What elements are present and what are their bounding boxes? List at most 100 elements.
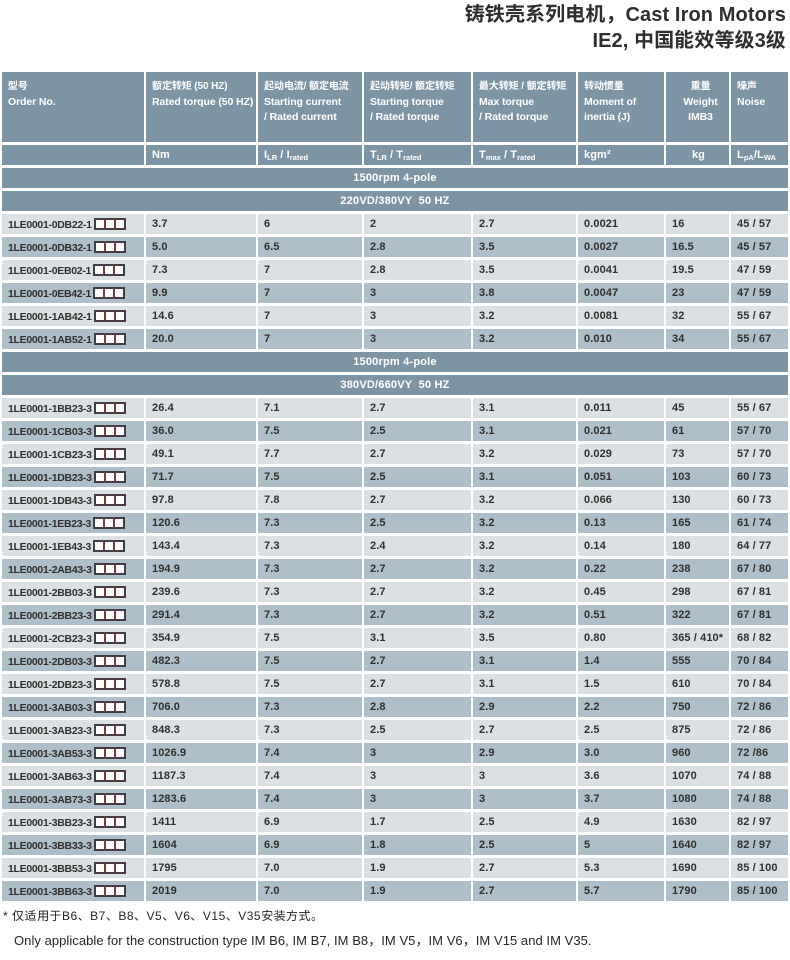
order-no: 1LE0001-3BB23-3 xyxy=(8,816,92,829)
header-row: 型号 Order No. 额定转矩 (50 HZ) Rated torque (50 … xyxy=(2,72,788,142)
data-cell: 6.9 xyxy=(258,812,362,832)
order-placeholder-box xyxy=(113,700,126,713)
table-row: 1LE0001-3BB63-3 2019 7.0 1.9 2.7 5.7 1790 85 / … xyxy=(2,881,788,901)
data-cell: 3 xyxy=(364,283,471,303)
table-row: 1LE0001-1AB42-1 14.6 7 3 3.2 0.0081 32 55 / 67 xyxy=(2,306,788,326)
data-cell: 1790 xyxy=(666,881,729,901)
order-no-cell: 1LE0001-1AB52-1 xyxy=(2,329,144,349)
data-cell: 3 xyxy=(364,789,471,809)
unit-cell-8: LpA/LWA xyxy=(731,145,788,165)
table-row: 1LE0001-1DB23-3 71.7 7.5 2.5 3.1 0.051 103 60 /… xyxy=(2,467,788,487)
table-row: 1LE0001-2CB23-3 354.9 7.5 3.1 3.5 0.80 365 / 4… xyxy=(2,628,788,648)
data-cell: 960 xyxy=(666,743,729,763)
data-cell: 194.9 xyxy=(146,559,256,579)
motor-data-table: 型号 Order No. 额定转矩 (50 HZ) Rated torque (50 … xyxy=(0,69,790,904)
data-cell: 0.051 xyxy=(578,467,664,487)
data-cell: 49.1 xyxy=(146,444,256,464)
data-cell: 7.4 xyxy=(258,789,362,809)
order-placeholder-box xyxy=(113,447,126,460)
order-no: 1LE0001-3AB03-3 xyxy=(8,701,92,714)
order-placeholder-box xyxy=(113,884,126,897)
data-cell: 1070 xyxy=(666,766,729,786)
data-cell: 72 / 86 xyxy=(731,697,788,717)
data-cell: 3.0 xyxy=(578,743,664,763)
data-cell: 32 xyxy=(666,306,729,326)
data-cell: 2 xyxy=(364,214,471,234)
data-cell: 3 xyxy=(364,743,471,763)
data-cell: 7.3 xyxy=(146,260,256,280)
order-no: 1LE0001-2BB03-3 xyxy=(8,586,92,599)
data-cell: 0.0041 xyxy=(578,260,664,280)
table-row: 1LE0001-3AB63-3 1187.3 7.4 3 3 3.6 1070 74 / 88 xyxy=(2,766,788,786)
order-placeholder-box xyxy=(113,424,126,437)
data-cell: 3.1 xyxy=(364,628,471,648)
data-cell: 2.7 xyxy=(364,559,471,579)
data-cell: 1795 xyxy=(146,858,256,878)
data-cell: 0.22 xyxy=(578,559,664,579)
data-cell: 5.3 xyxy=(578,858,664,878)
data-cell: 2.2 xyxy=(578,697,664,717)
data-cell: 706.0 xyxy=(146,697,256,717)
data-cell: 3.2 xyxy=(473,306,576,326)
data-cell: 7.3 xyxy=(258,582,362,602)
data-cell: 7.0 xyxy=(258,881,362,901)
data-cell: 7 xyxy=(258,260,362,280)
unit-cell-4: TLR / Trated xyxy=(364,145,471,165)
table-row: 1LE0001-3AB53-3 1026.9 7.4 3 2.9 3.0 960 72 /86 xyxy=(2,743,788,763)
column-header-7: 重量 Weight IMB3 xyxy=(666,72,729,142)
order-placeholder-box xyxy=(113,240,126,253)
voltage-band-2: 380VD/660VY 50 HZ xyxy=(2,375,788,395)
order-no-cell: 1LE0001-1CB23-3 xyxy=(2,444,144,464)
data-cell: 3.5 xyxy=(473,628,576,648)
data-cell: 2.7 xyxy=(364,651,471,671)
data-cell: 72 / 86 xyxy=(731,720,788,740)
speed-band-1-label: 1500rpm 4-pole xyxy=(2,168,788,188)
data-cell: 7.1 xyxy=(258,398,362,418)
order-placeholder-box xyxy=(113,562,126,575)
data-cell: 2.7 xyxy=(364,490,471,510)
order-no: 1LE0001-0DB32-1 xyxy=(8,241,92,254)
data-cell: 7.5 xyxy=(258,674,362,694)
data-cell: 875 xyxy=(666,720,729,740)
order-no: 1LE0001-3BB53-3 xyxy=(8,862,92,875)
data-cell: 0.0081 xyxy=(578,306,664,326)
data-cell: 103 xyxy=(666,467,729,487)
column-header-8: 噪声 Noise xyxy=(731,72,788,142)
page-title: 铸铁壳系列电机，Cast Iron Motors IE2, 中国能效等级3级 xyxy=(0,2,786,54)
column-header-3: 起动电流/ 额定电流 Starting current / Rated curren… xyxy=(258,72,362,142)
data-cell: 7.3 xyxy=(258,697,362,717)
data-cell: 7 xyxy=(258,306,362,326)
order-no: 1LE0001-0DB22-1 xyxy=(8,218,92,231)
voltage-band-2-label: 380VD/660VY 50 HZ xyxy=(2,375,788,395)
table-row: 1LE0001-2BB23-3 291.4 7.3 2.7 3.2 0.51 322 67 /… xyxy=(2,605,788,625)
order-no: 1LE0001-3AB63-3 xyxy=(8,770,92,783)
unit-cell-3: ILR / Irated xyxy=(258,145,362,165)
data-cell: 16.5 xyxy=(666,237,729,257)
table-row: 1LE0001-1EB43-3 143.4 7.3 2.4 3.2 0.14 180 64 /… xyxy=(2,536,788,556)
data-cell: 2019 xyxy=(146,881,256,901)
data-cell: 1187.3 xyxy=(146,766,256,786)
data-cell: 64 / 77 xyxy=(731,536,788,556)
units-row: Nm ILR / Irated TLR / Trated Tmax / Trated k… xyxy=(2,145,788,165)
order-placeholder-box xyxy=(113,332,126,345)
speed-band-2-label: 1500rpm 4-pole xyxy=(2,352,788,372)
data-cell: 7.3 xyxy=(258,559,362,579)
data-cell: 2.7 xyxy=(364,605,471,625)
data-cell: 2.5 xyxy=(473,835,576,855)
data-cell: 120.6 xyxy=(146,513,256,533)
data-cell: 36.0 xyxy=(146,421,256,441)
data-cell: 7.5 xyxy=(258,628,362,648)
data-cell: 2.7 xyxy=(364,444,471,464)
data-cell: 0.0021 xyxy=(578,214,664,234)
data-cell: 2.5 xyxy=(364,513,471,533)
data-cell: 6.5 xyxy=(258,237,362,257)
data-cell: 1283.6 xyxy=(146,789,256,809)
data-cell: 3 xyxy=(364,329,471,349)
data-cell: 0.029 xyxy=(578,444,664,464)
data-cell: 2.7 xyxy=(473,214,576,234)
data-cell: 0.010 xyxy=(578,329,664,349)
data-cell: 4.9 xyxy=(578,812,664,832)
data-cell: 238 xyxy=(666,559,729,579)
order-no: 1LE0001-1CB03-3 xyxy=(8,425,92,438)
table-body: 1500rpm 4-pole 220VD/380VY 50 HZ 1LE0001-0… xyxy=(2,168,788,901)
